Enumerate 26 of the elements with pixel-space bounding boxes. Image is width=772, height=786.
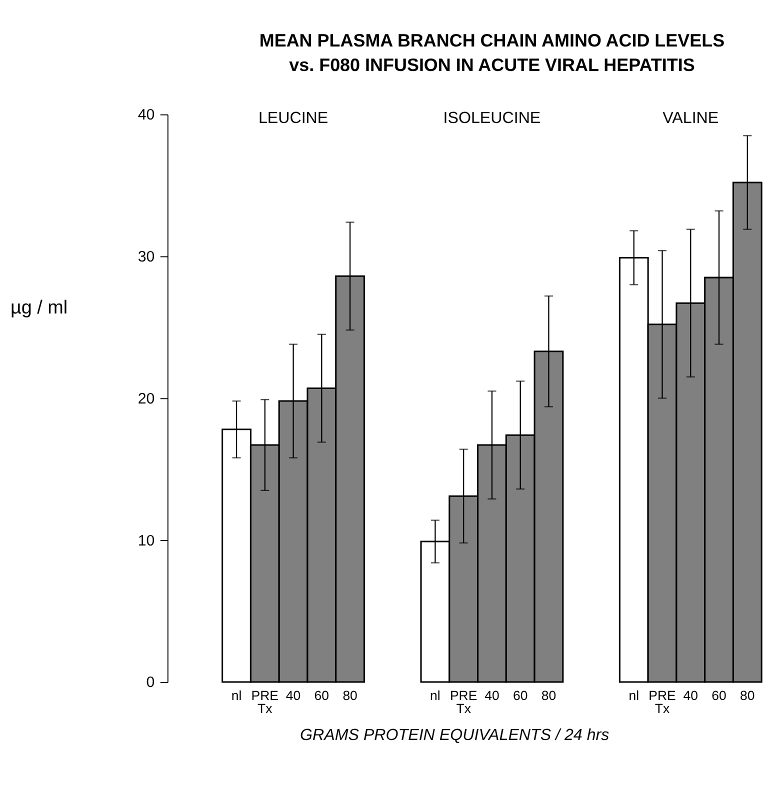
text: 60 [512,688,528,703]
y-tick-label: 40 [138,106,155,124]
text: 60 [712,688,726,703]
chart-title: MEAN PLASMA BRANCH CHAIN AMINO ACID LEVELS vs. F080 INFUSION IN ACUTE VIRAL HEPATITIS [259,30,725,75]
series-label: 80 [342,688,358,703]
y-tick-label: 30 [138,248,155,266]
x-tick-label: ISOLEUCINE [443,108,541,127]
text: nl [430,688,440,703]
text: PRE Tx [648,688,676,716]
text: 40 [484,688,500,703]
x-tick-label: LEUCINE [258,108,328,127]
text: 80 [740,688,755,703]
y-tick-label: 10 [138,532,155,550]
x-axis-title: GRAMS PROTEIN EQUIVALENTS / 24 hrs [300,726,610,744]
y-tick-label: 0 [146,674,155,692]
text: 40 [683,688,698,703]
text: 80 [541,688,556,703]
x-tick-label: VALINE [662,108,719,127]
series-label: PRE Tx [251,688,279,716]
text: nl [628,688,640,703]
series-label: nl [231,688,242,703]
y-axis-title: µg / ml [10,298,68,319]
series-label: 60 [314,688,330,703]
y-tick-label: 20 [138,390,155,408]
text: PRE Tx [450,688,478,716]
series-label: 40 [286,688,301,703]
